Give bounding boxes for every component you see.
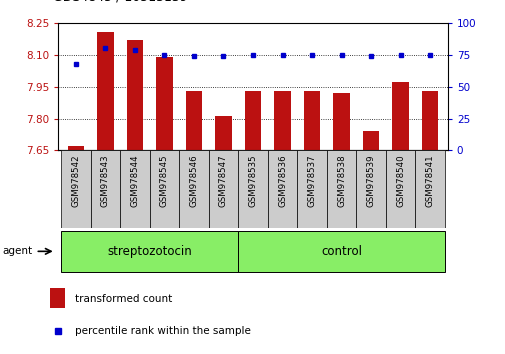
Text: GSM978536: GSM978536: [277, 154, 286, 207]
Text: GSM978538: GSM978538: [336, 154, 345, 207]
Text: control: control: [320, 245, 362, 258]
FancyBboxPatch shape: [415, 150, 444, 228]
Text: GSM978544: GSM978544: [130, 154, 139, 207]
Bar: [127, 40, 143, 150]
Text: GSM978546: GSM978546: [189, 154, 198, 207]
Text: agent: agent: [3, 246, 33, 256]
Bar: [333, 93, 349, 150]
Text: percentile rank within the sample: percentile rank within the sample: [75, 326, 250, 336]
Text: GSM978542: GSM978542: [71, 154, 80, 207]
Bar: [362, 131, 378, 150]
Bar: [304, 91, 320, 150]
FancyBboxPatch shape: [208, 150, 238, 228]
Bar: [244, 91, 261, 150]
Text: GSM978543: GSM978543: [100, 154, 110, 207]
Text: GSM978535: GSM978535: [248, 154, 257, 207]
Bar: [68, 146, 84, 150]
FancyBboxPatch shape: [356, 150, 385, 228]
Bar: [392, 82, 408, 150]
FancyBboxPatch shape: [120, 150, 149, 228]
Text: GSM978537: GSM978537: [307, 154, 316, 207]
Bar: [50, 288, 65, 308]
FancyBboxPatch shape: [61, 150, 90, 228]
Bar: [97, 32, 113, 150]
FancyBboxPatch shape: [149, 150, 179, 228]
Text: GSM978547: GSM978547: [219, 154, 228, 207]
FancyBboxPatch shape: [61, 231, 238, 272]
Text: GSM978541: GSM978541: [425, 154, 434, 207]
FancyBboxPatch shape: [238, 150, 267, 228]
Bar: [421, 91, 437, 150]
Bar: [185, 91, 201, 150]
Text: streptozotocin: streptozotocin: [107, 245, 192, 258]
FancyBboxPatch shape: [238, 231, 444, 272]
Text: GSM978540: GSM978540: [395, 154, 405, 207]
Bar: [156, 57, 172, 150]
Text: transformed count: transformed count: [75, 294, 172, 304]
Bar: [215, 116, 231, 150]
Bar: [274, 91, 290, 150]
FancyBboxPatch shape: [179, 150, 208, 228]
FancyBboxPatch shape: [297, 150, 326, 228]
FancyBboxPatch shape: [326, 150, 356, 228]
FancyBboxPatch shape: [267, 150, 297, 228]
Text: GSM978539: GSM978539: [366, 154, 375, 207]
Text: GSM978545: GSM978545: [160, 154, 169, 207]
FancyBboxPatch shape: [90, 150, 120, 228]
FancyBboxPatch shape: [385, 150, 415, 228]
Text: GDS4845 / 10513139: GDS4845 / 10513139: [53, 0, 187, 4]
